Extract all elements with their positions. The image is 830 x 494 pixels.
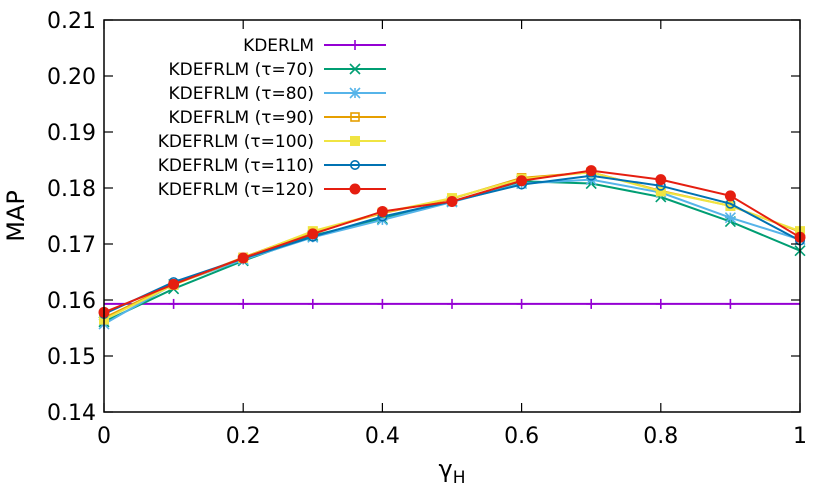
data-point <box>585 165 597 177</box>
data-point <box>168 298 179 309</box>
series-0 <box>104 298 800 309</box>
data-point <box>725 200 736 211</box>
legend-label: KDERLM <box>243 36 314 56</box>
y-tick-label: 0.19 <box>47 121 96 146</box>
plot-frame <box>103 19 801 413</box>
legend-item: KDEFRLM (τ=100) <box>158 132 386 152</box>
y-tick-label: 0.15 <box>47 345 96 370</box>
data-point <box>516 175 528 187</box>
y-tick-label: 0.14 <box>47 401 96 426</box>
data-point <box>237 252 249 264</box>
legend-label: KDEFRLM (τ=100) <box>158 132 314 152</box>
legend-item: KDEFRLM (τ=110) <box>158 156 386 176</box>
data-point <box>655 174 667 186</box>
y-axis-title: MAP <box>2 190 30 242</box>
data-point <box>238 298 249 309</box>
x-tick-label: 0.4 <box>365 424 400 449</box>
x-tick-label: 0 <box>97 424 111 449</box>
x-tick-label: 0.2 <box>226 424 261 449</box>
legend-label: KDEFRLM (τ=80) <box>169 84 315 104</box>
legend-label: KDEFRLM (τ=90) <box>169 108 315 128</box>
legend-marker <box>350 40 360 50</box>
legend-label: KDEFRLM (τ=120) <box>158 180 314 200</box>
legend-item: KDEFRLM (τ=80) <box>169 84 386 104</box>
y-tick-label: 0.16 <box>47 289 96 314</box>
x-axis-title-subscript: H <box>453 468 466 488</box>
data-point <box>168 278 180 290</box>
data-point <box>724 190 736 202</box>
legend: KDERLM KDEFRLM (τ=70) KDEFRLM (τ=80) KDEFRL… <box>158 36 386 200</box>
data-point <box>307 298 318 309</box>
legend-label: KDEFRLM (τ=70) <box>169 60 315 80</box>
data-point <box>447 298 457 309</box>
legend-label: KDEFRLM (τ=110) <box>158 156 314 176</box>
legend-marker <box>349 87 361 99</box>
x-tick-label: 1 <box>793 424 807 449</box>
legend-item: KDERLM <box>243 36 386 56</box>
axes: 0.14 0.15 0.16 0.17 0.18 0.19 0.20 0.21 0 0.2 0.4 0… <box>47 9 807 449</box>
data-point <box>307 228 319 240</box>
legend-item: KDEFRLM (τ=90) <box>169 108 386 128</box>
data-point <box>586 298 597 309</box>
x-axis-title-symbol: γ <box>439 455 453 483</box>
data-point <box>377 298 388 309</box>
y-tick-label: 0.18 <box>47 177 96 202</box>
data-point <box>516 298 527 309</box>
data-point <box>655 186 666 197</box>
data-point <box>725 298 736 309</box>
legend-item: KDEFRLM (τ=70) <box>169 60 386 80</box>
legend-marker <box>349 160 360 171</box>
x-tick-label: 0.6 <box>504 424 539 449</box>
y-tick-label: 0.20 <box>47 65 96 90</box>
x-axis-title: γH <box>439 455 466 488</box>
legend-marker <box>349 63 361 75</box>
x-tick-label: 0.8 <box>643 424 678 449</box>
legend-marker <box>349 183 361 195</box>
y-tick-label: 0.17 <box>47 233 96 258</box>
data-point <box>655 298 666 309</box>
legend-marker <box>350 136 360 146</box>
data-point <box>376 206 388 218</box>
data-point <box>446 195 458 207</box>
y-tick-label: 0.21 <box>47 9 96 34</box>
data-point <box>724 212 736 224</box>
legend-item: KDEFRLM (τ=120) <box>158 180 386 200</box>
plot-marks <box>98 165 806 330</box>
legend-marker <box>350 112 360 122</box>
